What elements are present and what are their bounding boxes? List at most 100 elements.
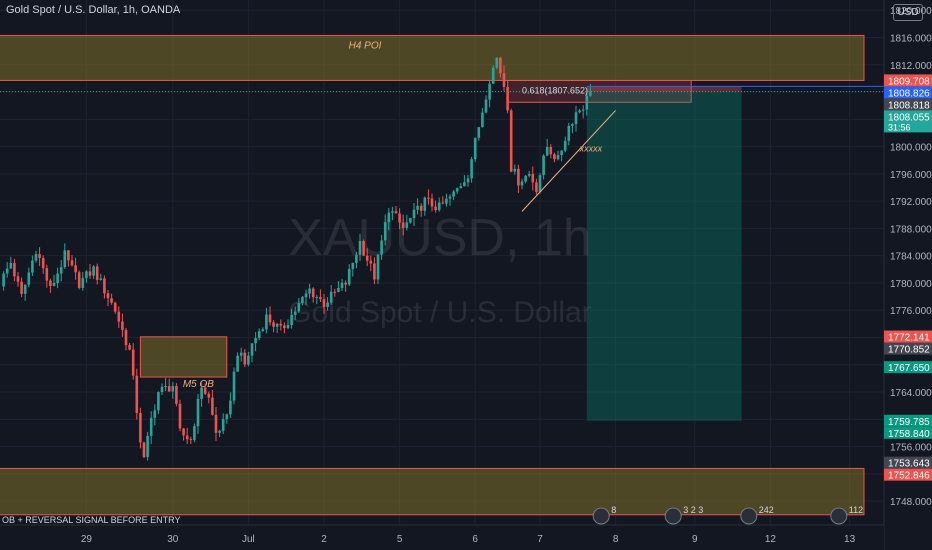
- candle-body: [27, 272, 31, 285]
- candle: [398, 208, 401, 230]
- candle: [63, 243, 67, 269]
- x-tick-label: 8: [613, 534, 619, 545]
- fib-label: 0.618(1807.652): [522, 85, 588, 95]
- candle: [531, 166, 535, 191]
- zone-label-m5-ob: M5 OB: [183, 379, 214, 390]
- candle: [103, 275, 106, 299]
- zone-m5-ob: [139, 336, 228, 378]
- candle: [488, 80, 491, 108]
- candle: [315, 294, 319, 305]
- candle: [423, 196, 427, 216]
- candle-body: [355, 254, 358, 263]
- candle-body: [31, 260, 34, 273]
- y-tick-label: 1800.000: [890, 143, 932, 154]
- candle-body: [175, 385, 178, 404]
- candle: [553, 152, 556, 163]
- candle-body: [153, 410, 157, 418]
- candle: [448, 194, 452, 206]
- candle: [218, 429, 221, 438]
- candle: [560, 150, 563, 162]
- candle-body: [272, 322, 275, 327]
- candle: [329, 284, 333, 305]
- candle: [340, 278, 344, 291]
- candle: [182, 427, 185, 441]
- candle-body: [171, 385, 175, 392]
- candle-body: [391, 211, 394, 213]
- candle: [200, 382, 203, 407]
- candle-body: [261, 329, 265, 332]
- price-label-bg: [884, 342, 932, 355]
- y-tick-label: 1796.000: [890, 170, 932, 181]
- candle: [527, 170, 531, 178]
- x-tick-label: Jul: [242, 534, 255, 545]
- candle: [383, 214, 387, 246]
- candle: [491, 64, 495, 85]
- candle: [146, 431, 149, 461]
- candle: [135, 368, 139, 420]
- candle-body: [124, 329, 128, 346]
- candle-body: [41, 258, 45, 269]
- candle: [430, 193, 434, 212]
- candle: [225, 413, 229, 424]
- candle-body: [117, 311, 121, 322]
- price-label-bg: [884, 330, 932, 343]
- candle: [160, 383, 164, 395]
- candle-body: [434, 206, 437, 211]
- candle-body: [340, 282, 344, 288]
- candle: [49, 278, 52, 293]
- candle-body: [88, 271, 92, 276]
- candle: [153, 404, 157, 426]
- candle-body: [362, 241, 365, 256]
- candle-body: [445, 198, 448, 204]
- candle: [16, 272, 20, 287]
- candle: [513, 164, 517, 175]
- candle-body: [275, 323, 279, 327]
- candle: [416, 198, 419, 215]
- candle: [77, 270, 81, 290]
- candle: [257, 328, 261, 341]
- candle-body: [499, 57, 502, 74]
- candle: [193, 423, 196, 443]
- candle-body: [448, 196, 452, 199]
- candle-body: [473, 137, 477, 160]
- candle: [207, 391, 211, 404]
- candle-body: [207, 393, 211, 398]
- candle: [272, 320, 275, 333]
- event-marker: 8: [592, 505, 616, 525]
- candle: [171, 382, 175, 399]
- candle: [506, 86, 509, 114]
- candle: [545, 139, 549, 157]
- candle-body: [527, 174, 531, 176]
- candle: [27, 267, 31, 288]
- price-label: 1808.826: [888, 88, 930, 99]
- candle: [347, 264, 351, 287]
- candle: [581, 105, 585, 119]
- candle-body: [13, 262, 16, 277]
- candle-body: [506, 86, 509, 111]
- candle: [268, 306, 272, 326]
- candle: [373, 257, 376, 285]
- candle: [38, 247, 41, 267]
- candle: [250, 343, 254, 363]
- candle-body: [376, 254, 380, 280]
- price-label-bg: [884, 414, 932, 427]
- y-tick-label: 1764.000: [890, 388, 932, 399]
- currency-button[interactable]: USD: [893, 4, 923, 21]
- price-label-bg: [884, 361, 932, 374]
- event-count: 242: [759, 505, 774, 515]
- candle-body: [380, 240, 383, 255]
- candle: [2, 271, 5, 291]
- candle-body: [254, 338, 257, 344]
- trendline-label: xxxxx: [579, 143, 603, 153]
- candle-body: [412, 209, 416, 219]
- candle: [265, 307, 268, 334]
- candle: [437, 197, 441, 212]
- price-label: 1758.840: [888, 429, 930, 440]
- candle-body: [229, 400, 232, 415]
- candle-body: [218, 430, 221, 433]
- candle-body: [560, 150, 563, 156]
- candle-body: [157, 392, 160, 411]
- candle: [387, 207, 391, 231]
- candle-body: [250, 343, 254, 356]
